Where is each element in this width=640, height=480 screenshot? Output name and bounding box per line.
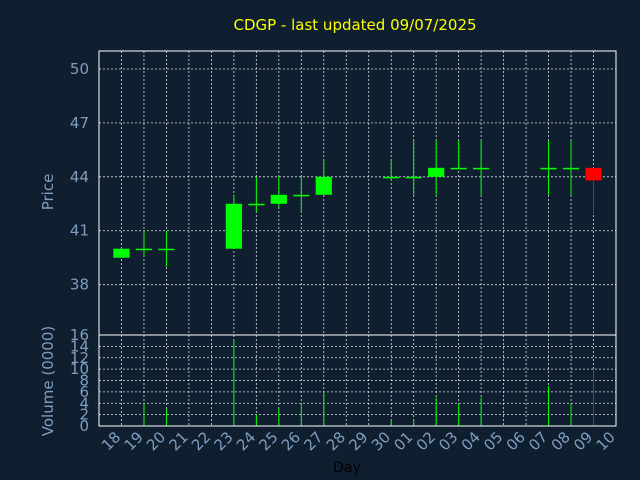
volume-tick-label: 2 [79,406,89,424]
volume-tick-label: 4 [79,394,89,412]
price-tick-label: 47 [70,114,89,132]
x-tick-labels: 1819202122232425262728293001020304050607… [98,428,619,454]
chart-title: CDGP - last updated 09/07/2025 [233,16,476,34]
price-axis-label: Price [39,174,57,211]
price-panel: 38 41 44 47 50 [70,50,617,336]
candle-body [383,176,400,179]
volume-tick-label: 12 [70,349,89,367]
candle-body [315,176,332,195]
volume-frame [98,334,617,427]
volume-tick-label: 10 [70,360,89,378]
candle-body [540,167,557,170]
candle-body [113,248,130,258]
price-frame [98,50,617,336]
candle-body [405,176,422,179]
volume-axis-label: Volume (0000) [39,326,57,436]
candle-body [473,167,490,170]
x-axis-label: Day [333,460,361,476]
candle-body [158,248,175,251]
candle-body [270,194,287,204]
candle-body [585,167,602,181]
candle-body [450,167,467,170]
volume-tick-label: 8 [79,372,89,390]
price-tick-label: 38 [70,276,89,294]
price-tick-label: 41 [70,222,89,240]
volume-tick-label: 14 [70,337,89,355]
candle-body [225,203,242,249]
candle-body [293,194,310,197]
candle-body [428,167,445,177]
price-tick-label: 44 [70,168,89,186]
candle-body [135,248,153,251]
candle-body [248,203,265,206]
x-tick-label: 10 [593,428,619,454]
volume-tick-label: 6 [79,383,89,401]
price-tick-label: 50 [70,60,89,78]
volume-tick-label: 0 [79,417,89,435]
volume-tick-label: 16 [70,326,89,344]
candle-body [562,167,580,170]
